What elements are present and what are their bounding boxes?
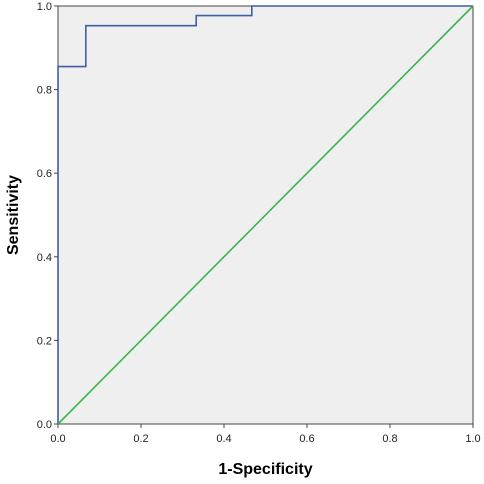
series-layer — [57, 5, 474, 425]
roc-curve-line — [57, 5, 473, 424]
reference-diagonal-line — [57, 5, 474, 425]
y-axis-title: Sensitivity — [5, 175, 22, 255]
y-tick-label: 0.4 — [37, 252, 52, 264]
x-axis: 0.0 0.2 0.4 0.6 0.8 1.0 — [50, 424, 481, 445]
x-tick-label: 0.0 — [50, 433, 65, 445]
x-tick-label: 0.4 — [216, 433, 231, 445]
y-tick-label: 1.0 — [37, 1, 52, 13]
x-tick-label: 0.2 — [133, 433, 148, 445]
y-tick-label: 0.8 — [37, 85, 52, 97]
x-tick-label: 1.0 — [465, 433, 480, 445]
x-tick-label: 0.6 — [299, 433, 314, 445]
x-axis-title: 1-Specificity — [218, 461, 312, 478]
y-tick-label: 0.6 — [37, 168, 52, 180]
y-axis: 0.0 0.2 0.4 0.6 0.8 1.0 — [37, 1, 58, 431]
y-tick-label: 0.0 — [37, 419, 52, 431]
x-tick-label: 0.8 — [382, 433, 397, 445]
y-tick-label: 0.2 — [37, 335, 52, 347]
